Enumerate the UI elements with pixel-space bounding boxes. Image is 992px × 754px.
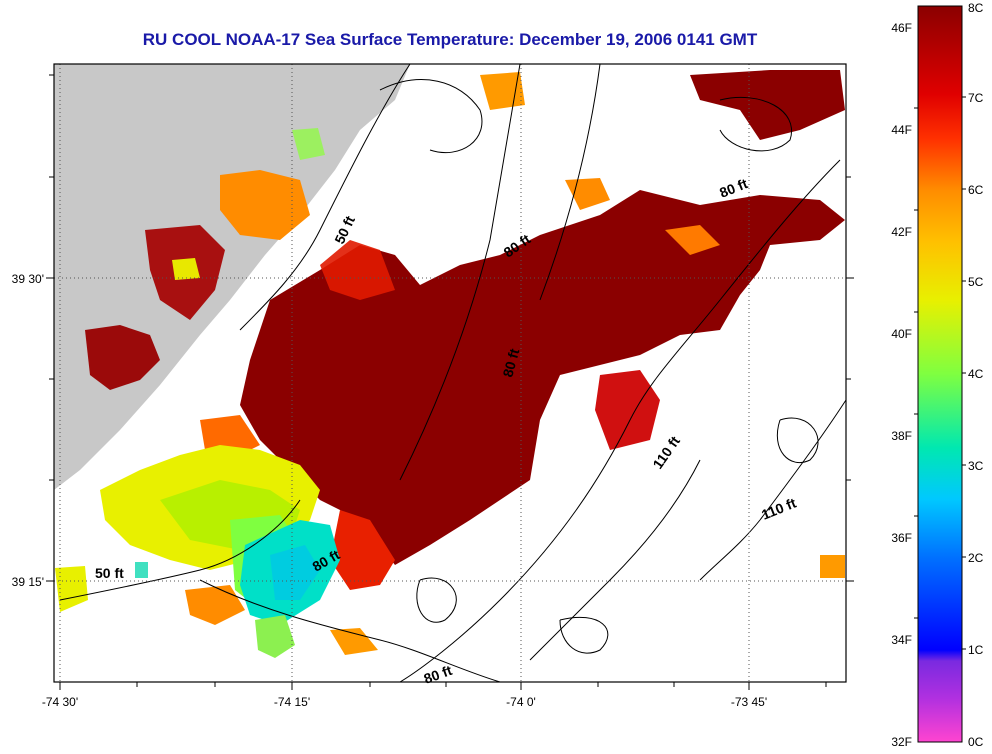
- colorbar-c-label: 0C: [968, 735, 984, 749]
- y-tick-label: 39 30': [12, 272, 44, 286]
- red-fringe: [320, 240, 395, 300]
- colorbar-c-label: 8C: [968, 1, 984, 15]
- colorbar-c-label: 4C: [968, 367, 984, 381]
- cyan-west-dot: [135, 562, 148, 578]
- x-tick-label: -74 30': [42, 695, 78, 709]
- sst-map: -74 30' -74 15' -74 0' -73 45' 39 30' 39…: [12, 63, 854, 709]
- blue-cyan-water: [270, 545, 320, 600]
- bathymetry-contours: [59, 64, 846, 682]
- colorbar-c-label: 1C: [968, 643, 984, 657]
- colorbar-f-label: 44F: [891, 123, 912, 137]
- orange-patch-3: [185, 585, 245, 625]
- red-patch-east: [595, 370, 660, 450]
- colorbar-gradient: [917, 5, 963, 743]
- map-grid: [54, 64, 846, 682]
- colorbar-f-label: 42F: [891, 225, 912, 239]
- y-tick-label: 39 15': [12, 575, 44, 589]
- colorbar-c-label: 7C: [968, 91, 984, 105]
- green-south: [255, 615, 295, 658]
- orange-fringe-north: [220, 170, 310, 240]
- x-tick-label: -74 0': [506, 695, 536, 709]
- colorbar-c-label: 3C: [968, 459, 984, 473]
- orange-patch-6: [820, 555, 845, 578]
- x-tick-label: -74 15': [274, 695, 310, 709]
- colorbar-f-label: 36F: [891, 531, 912, 545]
- colorbar-f-label: 40F: [891, 327, 912, 341]
- axis-ticks: [46, 74, 854, 690]
- map-title: RU COOL NOAA-17 Sea Surface Temperature:…: [142, 30, 758, 49]
- yellow-west-patch: [55, 566, 88, 612]
- green-north-patch: [292, 128, 325, 160]
- colorbar-f-label: 32F: [891, 735, 912, 749]
- warm-water-coastal: [85, 325, 160, 390]
- depth-label: 80 ft: [499, 347, 522, 379]
- colorbar-c-label: 2C: [968, 551, 984, 565]
- map-frame: [53, 63, 847, 683]
- red-fringe-south: [330, 510, 395, 590]
- orange-patch-4: [330, 628, 378, 655]
- warm-water-northeast: [690, 70, 845, 140]
- land-area: [54, 64, 410, 490]
- colorbar-f-label: 38F: [891, 429, 912, 443]
- colorbar-c-label: 5C: [968, 275, 984, 289]
- colorbar-c-label: 6C: [968, 183, 984, 197]
- colorbar-f-label: 34F: [891, 633, 912, 647]
- depth-label: 50 ft: [95, 565, 124, 581]
- orange-patch-7: [665, 225, 720, 255]
- x-tick-label: -73 45': [731, 695, 767, 709]
- yellow-north-patch: [172, 258, 200, 280]
